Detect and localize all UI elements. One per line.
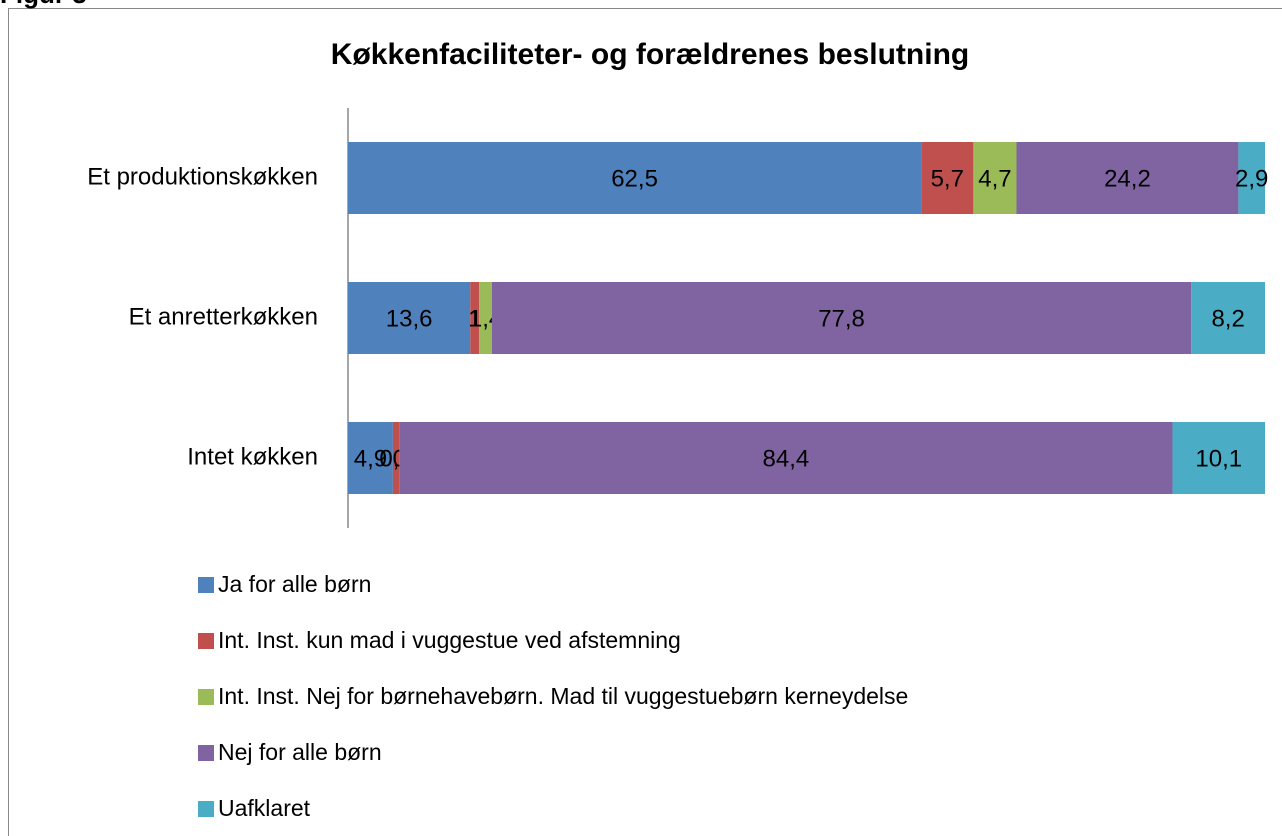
legend-label: Nej for alle børn: [218, 739, 382, 765]
figure-label: Figur 3: [0, 0, 87, 9]
bar-segment: [470, 282, 480, 354]
chart-title: Køkkenfaciliteter- og forældrenes beslut…: [331, 38, 969, 71]
data-label: 2,9: [1235, 165, 1268, 192]
legend-swatch: [198, 689, 214, 705]
data-label: 13,6: [386, 305, 433, 332]
data-label: 4,7: [978, 165, 1011, 192]
bar-segment: [479, 282, 492, 354]
bar-segment: [1191, 282, 1265, 354]
data-label: 4,9: [354, 445, 387, 472]
legend-swatch: [198, 577, 214, 593]
bar-segment: [1172, 422, 1265, 494]
data-label: 84,4: [763, 445, 810, 472]
data-label: 8,2: [1211, 305, 1244, 332]
bar-segment: [973, 142, 1017, 214]
chart-border: [8, 8, 1282, 836]
bar-segment: [921, 142, 974, 214]
bar-segment: [399, 422, 1173, 494]
legend-label: Int. Inst. Nej for børnehavebørn. Mad ti…: [218, 683, 908, 709]
data-label: 77,8: [818, 305, 865, 332]
bar-segment: [348, 422, 393, 494]
data-label: 24,2: [1104, 165, 1151, 192]
legend-label: Int. Inst. kun mad i vuggestue ved afste…: [218, 627, 681, 653]
bar-segment: [1016, 142, 1239, 214]
legend-swatch: [198, 745, 214, 761]
y-tick-label: Et produktionskøkken: [87, 163, 318, 190]
data-label: 10,1: [1195, 445, 1242, 472]
legend-label: Uafklaret: [218, 795, 311, 821]
y-tick-label: Et anretterkøkken: [129, 303, 318, 330]
y-tick-label: Intet køkken: [187, 443, 318, 470]
bar-segment: [392, 422, 400, 494]
legend-swatch: [198, 633, 214, 649]
data-label: 1: [468, 305, 481, 332]
bar-segment: [348, 282, 471, 354]
bar-segment: [1238, 142, 1265, 214]
data-label: 5,7: [931, 165, 964, 192]
bar-segment: [491, 282, 1192, 354]
legend-swatch: [198, 801, 214, 817]
legend-label: Ja for alle børn: [218, 571, 371, 597]
data-label: 62,5: [611, 165, 658, 192]
bar-segment: [348, 142, 922, 214]
